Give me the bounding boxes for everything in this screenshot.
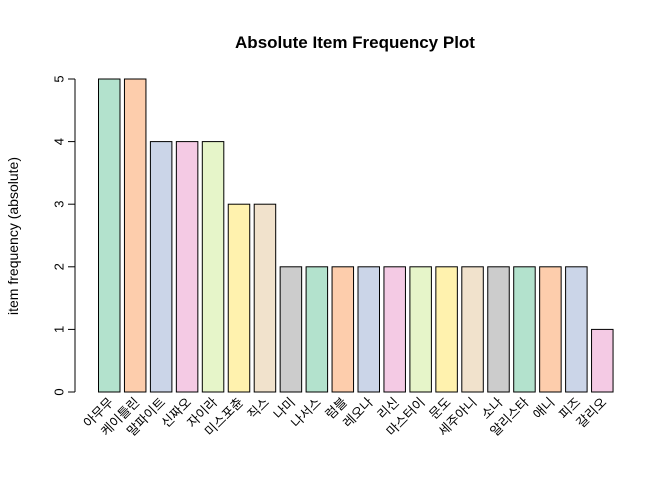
x-category-label: 직스 (245, 395, 273, 423)
bar (279, 266, 303, 393)
x-category-label: 나서스 (289, 395, 325, 431)
bar (487, 266, 510, 393)
bar (227, 203, 251, 393)
bars-group (98, 78, 614, 393)
y-tick-label: 0 (52, 388, 67, 395)
bar (591, 328, 614, 393)
bar (305, 266, 329, 393)
bar (435, 266, 458, 393)
chart-title: Absolute Item Frequency Plot (235, 33, 475, 52)
bar (357, 266, 380, 393)
bar (123, 78, 147, 393)
y-tick-label: 2 (52, 263, 67, 270)
bar (175, 141, 199, 393)
bar (98, 78, 121, 393)
y-tick-label: 5 (52, 75, 67, 82)
bar (201, 141, 225, 393)
x-category-label: 레오나 (341, 395, 377, 431)
bar (565, 266, 588, 393)
category-labels-group: 아무무케이틀린말파이트신짜오자이라미스포츈직스나미나서스럼블레오나리신마스터이문… (81, 395, 610, 439)
bar (149, 141, 173, 393)
y-tick-label: 1 (52, 326, 67, 333)
bar (409, 266, 432, 393)
y-tick-label: 3 (52, 201, 67, 208)
y-tick-label: 4 (52, 138, 67, 145)
bar (331, 266, 355, 393)
bar (539, 266, 562, 393)
bar (253, 203, 277, 393)
bar (383, 266, 406, 393)
bar (513, 266, 536, 393)
bar (461, 266, 484, 393)
y-axis-label: item frequency (absolute) (5, 157, 21, 315)
x-category-label: 갈리오 (574, 395, 610, 431)
x-category-label: 애니 (531, 395, 559, 423)
y-axis: 0 1 2 3 4 5 (52, 75, 76, 396)
